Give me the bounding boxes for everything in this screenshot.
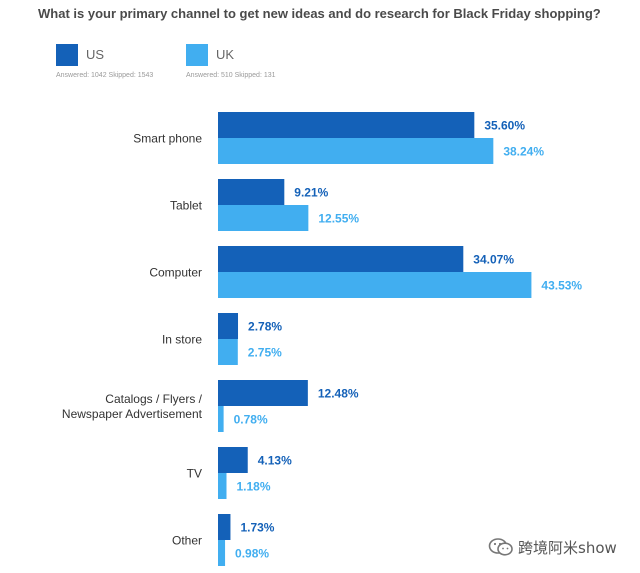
bar-uk [218, 339, 238, 365]
bar-uk [218, 205, 309, 231]
data-label-us: 4.13% [258, 454, 292, 468]
data-label-uk: 2.75% [248, 346, 282, 360]
chart-title: What is your primary channel to get new … [38, 6, 601, 21]
data-label-uk: 38.24% [503, 145, 544, 159]
data-label-uk: 0.78% [234, 413, 268, 427]
bar-us [218, 313, 239, 339]
category-label: TV [187, 467, 202, 481]
bar-us [218, 514, 231, 540]
data-label-us: 12.48% [318, 387, 359, 401]
category-label: Computer [149, 266, 202, 280]
data-label-uk: 43.53% [541, 279, 582, 293]
data-label-uk: 1.18% [236, 480, 270, 494]
watermark: 跨境阿米show [488, 534, 628, 560]
bar-us [218, 112, 475, 138]
bar-uk [218, 138, 494, 164]
category-label: In store [162, 333, 202, 347]
data-label-us: 35.60% [484, 119, 525, 133]
category-label: Catalogs / Flyers / [105, 392, 202, 406]
bar-uk [218, 272, 532, 298]
category-label: Smart phone [133, 132, 202, 146]
legend-swatch-uk [186, 44, 208, 66]
legend-label-uk: UK [216, 47, 235, 62]
bar-uk [218, 540, 226, 566]
bar-us [218, 447, 248, 473]
bar-us [218, 380, 308, 406]
bar-uk [218, 473, 227, 499]
data-label-uk: 0.98% [235, 547, 269, 561]
category-label: Other [172, 534, 202, 548]
legend-stats-uk: Answered: 510 Skipped: 131 [186, 72, 276, 79]
data-label-uk: 12.55% [318, 212, 359, 226]
wechat-icon [488, 538, 513, 556]
category-label: Tablet [170, 199, 203, 213]
bar-uk [218, 406, 224, 432]
legend-stats-us: Answered: 1042 Skipped: 1543 [56, 72, 154, 79]
data-label-us: 34.07% [473, 253, 514, 267]
legend-label-us: US [86, 47, 105, 62]
bar-us [218, 179, 285, 205]
bar-us [218, 246, 464, 272]
data-label-us: 9.21% [294, 186, 328, 200]
category-label: Newspaper Advertisement [62, 407, 203, 421]
data-label-us: 1.73% [240, 521, 274, 535]
watermark-text: 跨境阿米show [518, 539, 617, 557]
legend-swatch-us [56, 44, 78, 66]
data-label-us: 2.78% [248, 320, 282, 334]
